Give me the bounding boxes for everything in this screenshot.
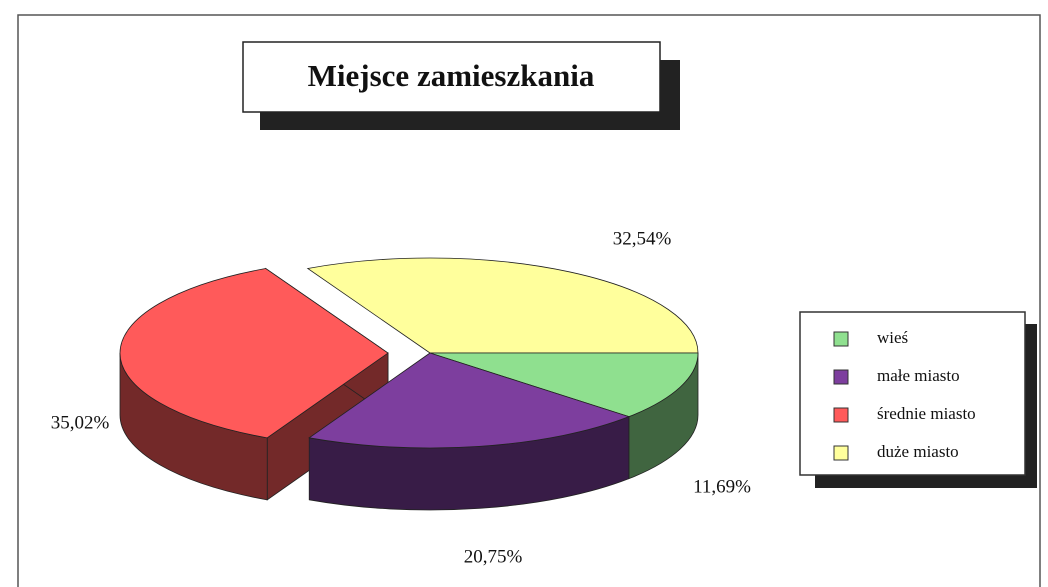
legend-swatch: [833, 407, 849, 423]
legend-swatch: [833, 331, 849, 347]
pie: [119, 257, 699, 511]
legend-swatch: [833, 445, 849, 461]
legend-label: duże miasto: [877, 442, 959, 461]
chart-title: Miejsce zamieszkania: [308, 58, 595, 93]
legend-swatch: [833, 369, 849, 385]
slice: [308, 352, 631, 449]
legend-label: wieś: [877, 328, 908, 347]
data-label: 11,69%: [693, 476, 751, 497]
title-box: [242, 41, 661, 113]
data-label: 20,75%: [464, 546, 523, 567]
legend-label: małe miasto: [877, 366, 960, 385]
legend: wieś małe miasto średnie miasto duże miasto: [833, 328, 976, 461]
data-label: 32,54%: [613, 228, 672, 249]
slice: [119, 268, 389, 439]
data-label: 35,02%: [51, 412, 110, 433]
slice: [429, 352, 699, 418]
legend-label: średnie miasto: [877, 404, 976, 423]
slice: [306, 257, 699, 354]
